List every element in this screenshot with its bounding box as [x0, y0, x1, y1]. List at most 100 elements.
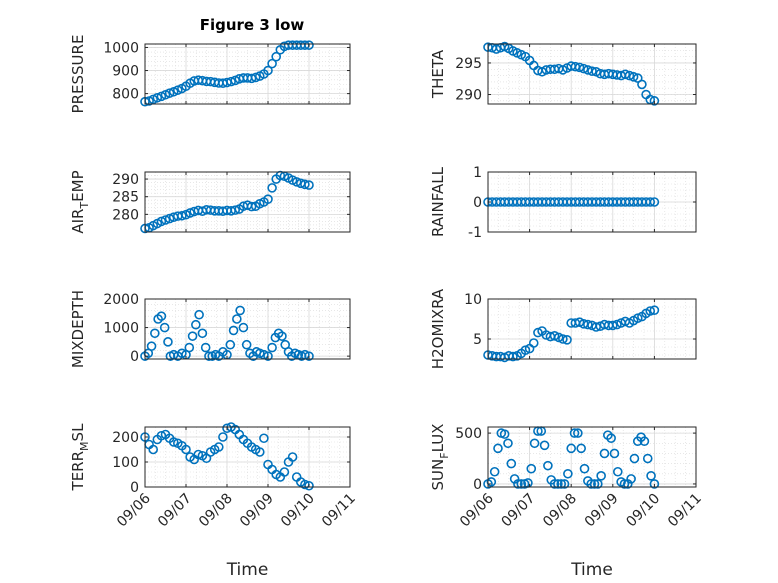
data-point: [177, 210, 187, 221]
data-point: [533, 327, 543, 338]
data-point: [300, 179, 310, 190]
x-axis-label: Time: [226, 560, 269, 580]
y-axis-label: AIRTEMP: [69, 170, 91, 233]
data-point: [486, 477, 497, 487]
data-point: [160, 215, 171, 225]
data-point: [259, 433, 269, 444]
data-point: [586, 479, 596, 489]
data-point: [226, 76, 236, 87]
data-point: [628, 72, 639, 82]
subplot-h2omixra: 5 10 H2OMIXRA: [429, 288, 697, 369]
data-point: [159, 322, 170, 333]
data-point: [254, 348, 265, 359]
axes-box: [144, 43, 351, 105]
y-axis-label: RAINFALL: [429, 166, 447, 237]
data-point: [591, 322, 601, 332]
data-point: [620, 69, 631, 80]
data-point: [493, 443, 503, 454]
data-point: [241, 339, 252, 350]
data-point: [200, 342, 211, 353]
y-tick-label: 200: [112, 430, 139, 446]
data-point: [267, 342, 277, 353]
data-point: [228, 325, 239, 336]
data-point: [156, 311, 167, 321]
data-point: [263, 351, 273, 361]
data-point: [185, 208, 195, 218]
data-point: [181, 444, 191, 455]
data-point: [649, 305, 660, 316]
data-point: [163, 337, 173, 347]
data-point: [513, 479, 523, 489]
data-point: [553, 332, 564, 343]
y-axis-label-main: PRESSURE: [69, 35, 87, 114]
data-point: [238, 322, 249, 333]
series-markers: [483, 41, 660, 106]
data-point: [204, 351, 214, 361]
data-point: [263, 65, 273, 76]
data-point: [632, 313, 643, 324]
data-point: [649, 479, 660, 489]
data-point: [549, 330, 560, 341]
data-point: [148, 444, 158, 455]
data-point: [184, 342, 195, 353]
y-tick-label: 290: [455, 88, 482, 104]
data-point: [150, 328, 160, 339]
y-axis-label: THETA: [429, 49, 447, 99]
data-point: [612, 319, 622, 330]
data-point: [528, 338, 539, 348]
y-axis-label: SUNFLUX: [429, 424, 451, 491]
data-point: [626, 474, 636, 484]
y-axis-label-main: THETA: [429, 49, 447, 99]
data-point: [156, 430, 167, 441]
data-point: [637, 79, 647, 90]
data-point: [649, 197, 660, 207]
y-tick-label: 800: [112, 87, 139, 103]
data-point: [576, 443, 586, 454]
x-axis-label: Time: [570, 560, 613, 580]
axes-box: [487, 298, 697, 360]
data-point: [503, 438, 513, 449]
data-point: [596, 471, 606, 481]
y-tick-label: 1: [473, 165, 482, 181]
y-tick-label: 5: [473, 332, 482, 348]
series-markers: [483, 305, 660, 363]
y-tick-label: 500: [455, 426, 482, 442]
data-point: [645, 306, 656, 316]
y-tick-label: 0: [130, 349, 139, 365]
data-point: [164, 213, 175, 224]
y-axis-label: TERRMSL: [69, 423, 91, 492]
data-point: [146, 341, 157, 351]
data-point: [279, 467, 290, 477]
data-point: [529, 438, 540, 449]
data-point: [506, 458, 517, 469]
data-point: [193, 449, 204, 460]
data-point: [539, 440, 550, 451]
series-markers: [140, 40, 314, 107]
subplot-rainfall: -1 0 1 RAINFALL: [429, 165, 697, 241]
data-point: [624, 70, 635, 81]
y-tick-label: 295: [455, 56, 482, 72]
y-tick-label: 290: [112, 172, 139, 188]
data-point: [164, 88, 175, 98]
series-markers: [483, 426, 660, 489]
y-tick-label: 900: [112, 64, 139, 80]
data-point: [649, 96, 660, 106]
data-point: [599, 448, 610, 459]
data-point: [642, 453, 653, 464]
data-point: [639, 436, 650, 447]
data-point: [587, 66, 597, 76]
data-point: [168, 437, 179, 447]
y-tick-label: -1: [468, 225, 482, 241]
y-axis-label-main: AIR: [69, 209, 87, 234]
data-point: [263, 194, 273, 204]
data-point: [569, 428, 580, 438]
data-point: [235, 305, 245, 316]
data-point: [246, 201, 257, 212]
data-point: [499, 429, 510, 439]
data-point: [177, 348, 187, 359]
data-point: [526, 463, 537, 474]
grid-lines: [144, 171, 351, 233]
data-point: [194, 309, 204, 320]
data-point: [254, 447, 265, 457]
